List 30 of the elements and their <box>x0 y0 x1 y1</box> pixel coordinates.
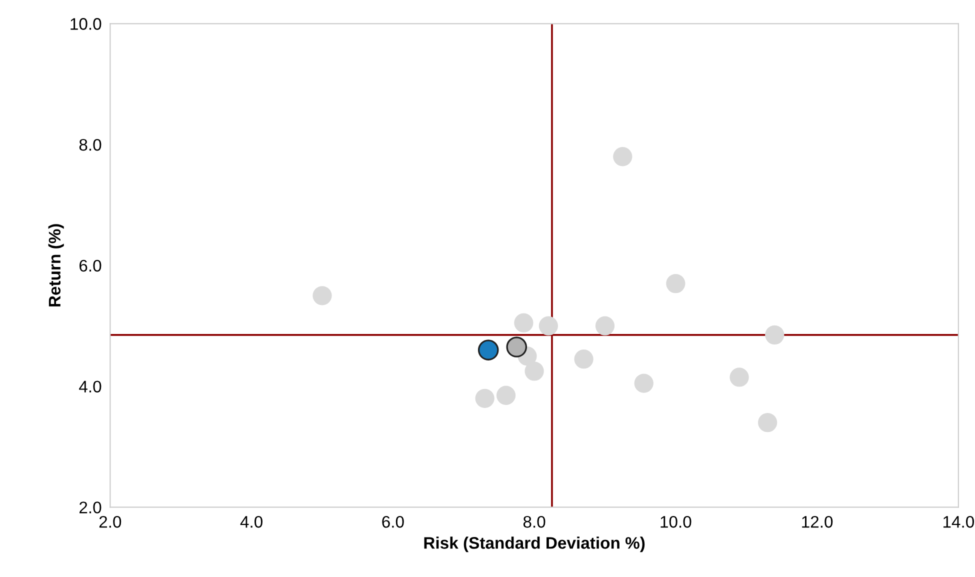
point <box>538 316 558 336</box>
x-tick-label: 12.0 <box>802 516 833 528</box>
point <box>524 362 544 381</box>
point <box>634 374 654 393</box>
x-tick-label: 10.0 <box>660 516 692 528</box>
point <box>475 388 494 408</box>
point <box>613 147 632 166</box>
x-tick-label: 4.0 <box>240 516 262 528</box>
x-tick-label: 2.0 <box>99 516 122 528</box>
y-tick-label: 2.0 <box>80 502 102 514</box>
point <box>765 325 784 344</box>
point <box>574 350 594 369</box>
x-axis-title: Risk (Standard Deviation %) <box>424 536 645 552</box>
point <box>496 386 516 405</box>
point <box>514 313 534 332</box>
x-tick-label: 8.0 <box>523 516 546 528</box>
point <box>312 286 332 306</box>
point <box>478 340 499 360</box>
point <box>730 368 749 387</box>
point <box>595 316 615 336</box>
y-tick-label: 4.0 <box>79 380 102 393</box>
point <box>506 336 528 358</box>
y-tick-label: 8.0 <box>79 138 102 151</box>
point <box>666 274 686 294</box>
y-tick-label: 6.0 <box>80 260 102 272</box>
x-tick-label: 14.0 <box>943 516 974 528</box>
y-axis-title: Return (%) <box>48 224 64 306</box>
x-tick-label: 6.0 <box>382 516 404 528</box>
y-tick-label: 10.0 <box>70 18 102 30</box>
point <box>758 412 778 432</box>
